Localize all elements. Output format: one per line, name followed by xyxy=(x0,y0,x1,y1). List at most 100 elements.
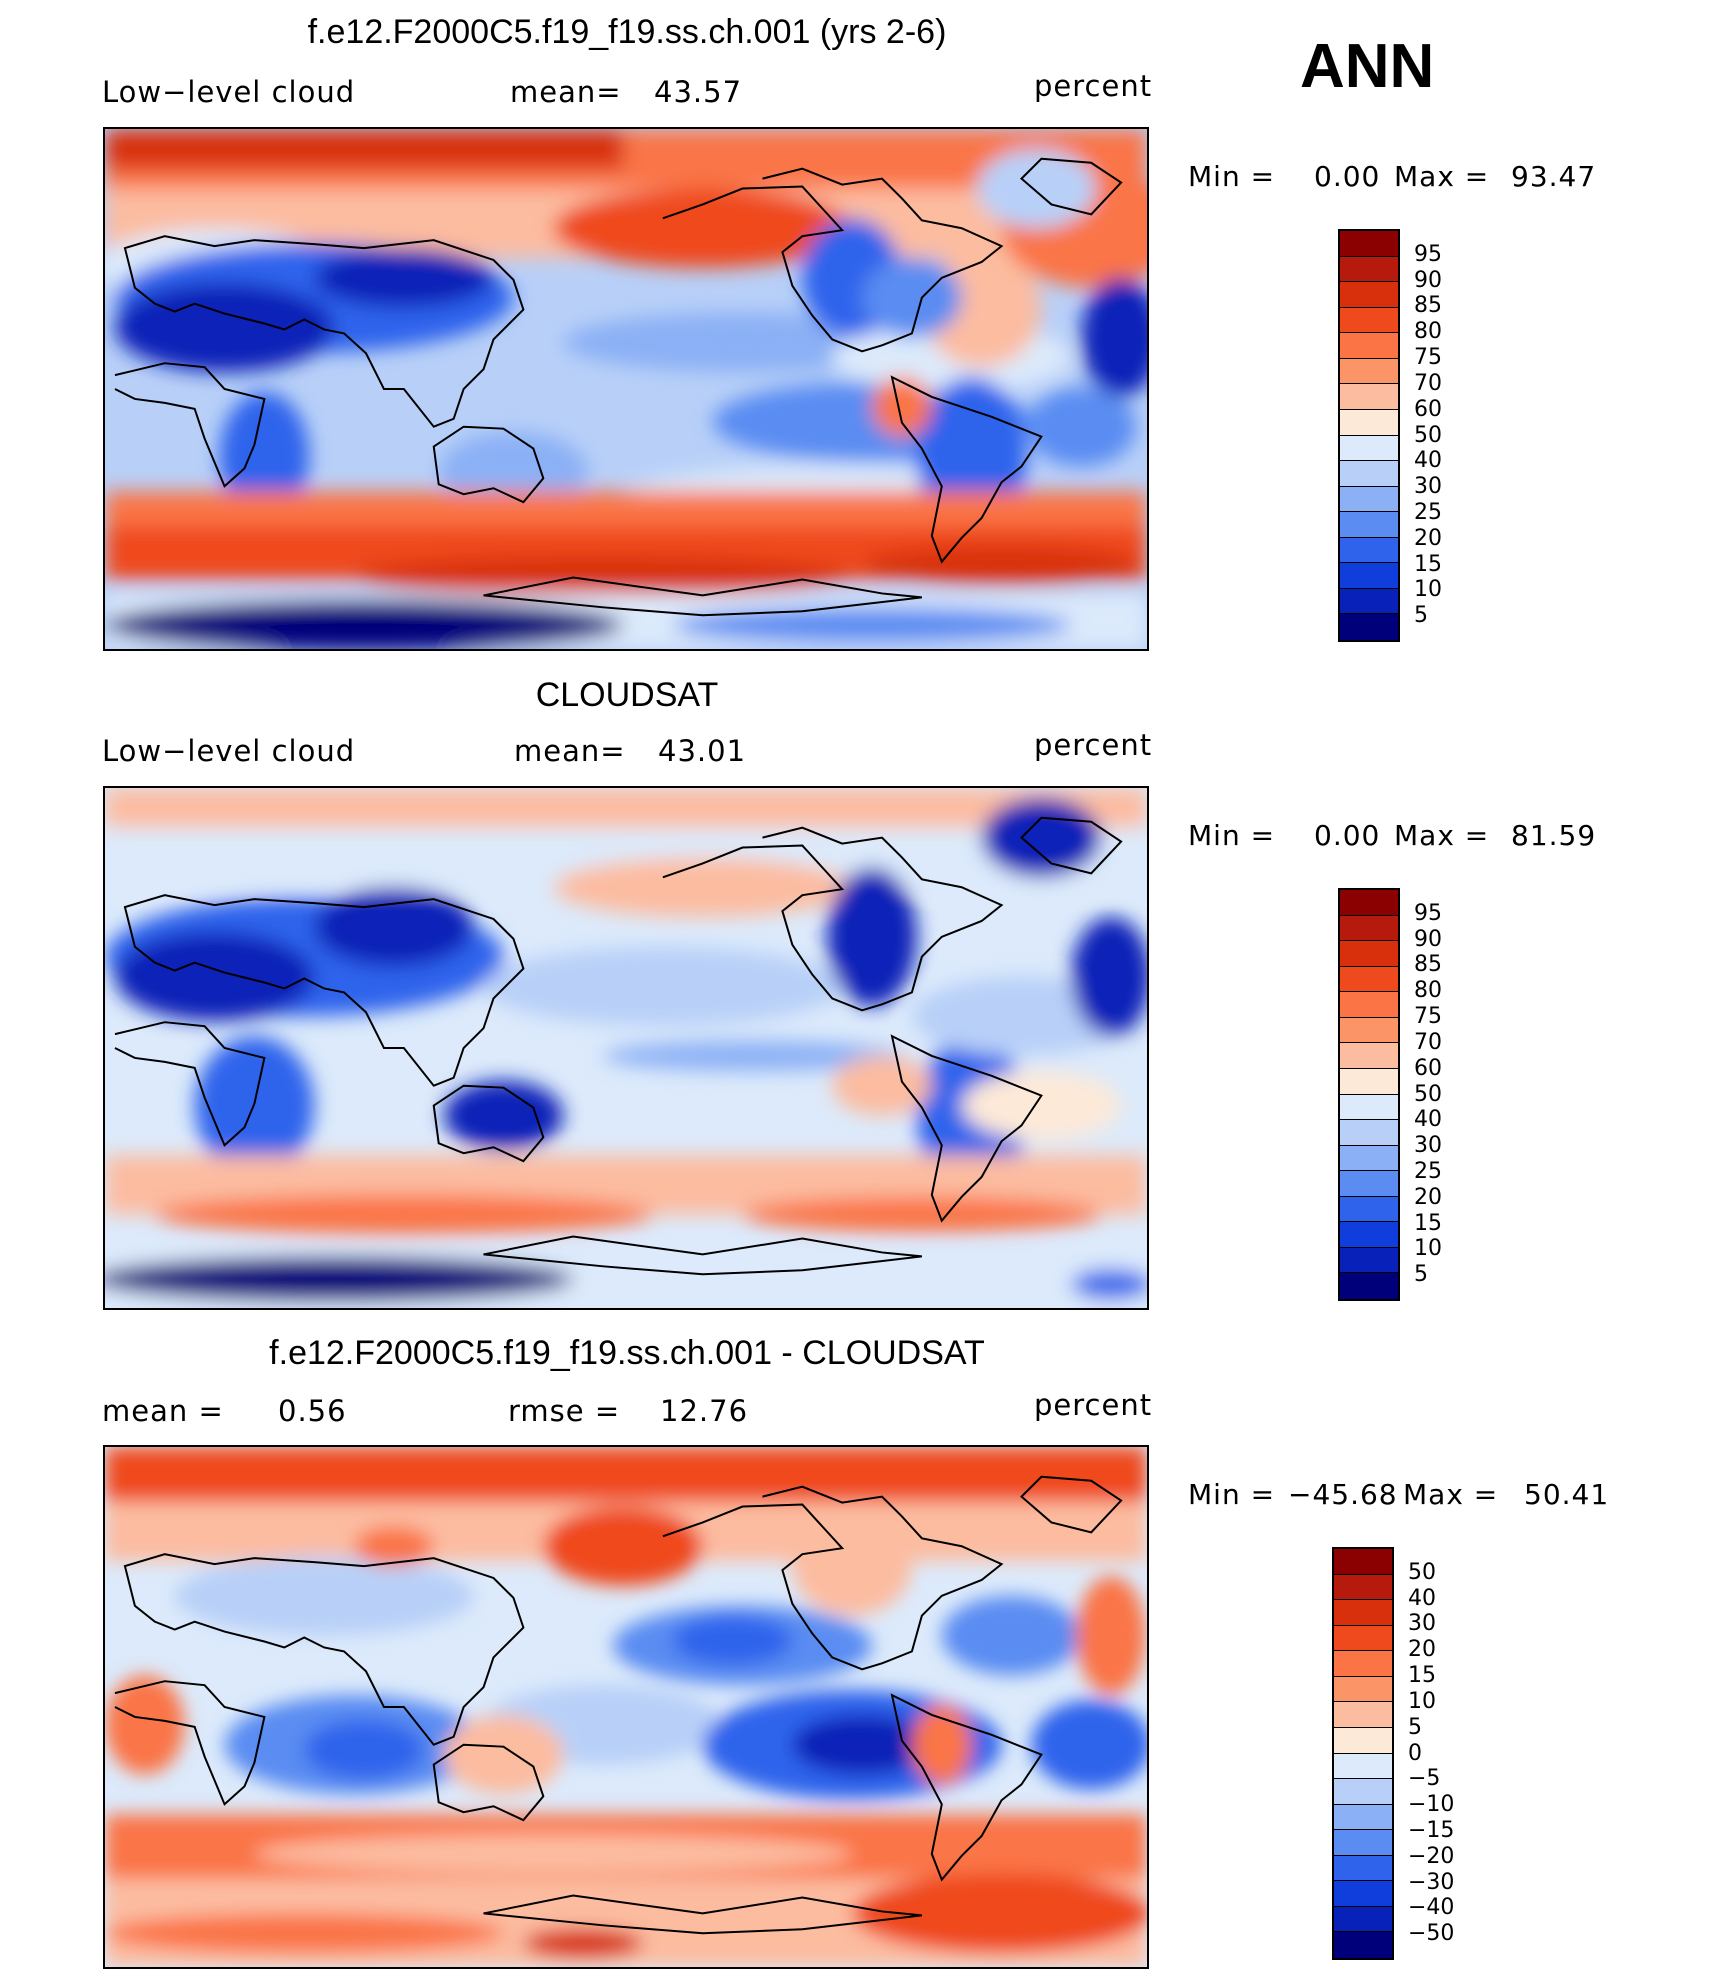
colorbar-swatch xyxy=(1340,890,1398,916)
colorbar-tick-label: 90 xyxy=(1414,267,1442,293)
colorbar-tick-label: 50 xyxy=(1414,422,1442,448)
panel1-mean-label: mean= xyxy=(510,75,622,109)
colorbar-swatch xyxy=(1340,941,1398,967)
colorbar-swatch xyxy=(1340,231,1398,257)
panel2-min-value: 0.00 xyxy=(1314,819,1381,852)
colorbar-swatch xyxy=(1340,486,1398,513)
panel2-min-label: Min = xyxy=(1188,819,1276,852)
colorbar-tick-label: 40 xyxy=(1414,1107,1442,1133)
panel1-colorbar xyxy=(1338,229,1400,642)
colorbar-tick-label: −40 xyxy=(1408,1895,1455,1921)
colorbar-swatch xyxy=(1334,1574,1392,1601)
panel3-mean-value: 0.56 xyxy=(278,1394,347,1428)
colorbar-tick-label: 60 xyxy=(1414,396,1442,422)
colorbar-tick-label: −10 xyxy=(1408,1792,1455,1818)
panel2-title: CLOUDSAT xyxy=(535,676,719,714)
colorbar-tick-label: 70 xyxy=(1414,370,1442,396)
colorbar-tick-label: −15 xyxy=(1408,1817,1455,1843)
colorbar-tick-label: 15 xyxy=(1414,1210,1442,1236)
panel2-max-value: 81.59 xyxy=(1511,819,1597,852)
panel2-mean-label: mean= xyxy=(514,734,626,768)
colorbar-swatch xyxy=(1340,384,1398,410)
colorbar-swatch xyxy=(1334,1830,1392,1856)
colorbar-swatch xyxy=(1340,358,1398,385)
season-label: ANN xyxy=(1300,32,1435,101)
colorbar-swatch xyxy=(1334,1702,1392,1728)
colorbar-swatch xyxy=(1340,1222,1398,1248)
panel3-coastlines xyxy=(114,1475,1123,1935)
colorbar-swatch xyxy=(1334,1600,1392,1626)
colorbar-tick-label: −30 xyxy=(1408,1869,1455,1895)
colorbar-tick-label: 75 xyxy=(1414,345,1442,371)
colorbar-swatch xyxy=(1340,1145,1398,1172)
panel3-title: f.e12.F2000C5.f19_f19.ss.ch.001 - CLOUDS… xyxy=(269,1334,985,1372)
panel3-mean-label: mean = xyxy=(102,1394,224,1428)
colorbar-swatch xyxy=(1334,1906,1392,1933)
colorbar-swatch xyxy=(1334,1932,1392,1958)
colorbar-tick-label: 20 xyxy=(1408,1637,1436,1663)
colorbar-tick-label: 5 xyxy=(1414,1262,1428,1288)
colorbar-tick-label: 70 xyxy=(1414,1029,1442,1055)
panel3-colorbar xyxy=(1332,1547,1394,1960)
panel3-max-value: 50.41 xyxy=(1524,1478,1610,1511)
colorbar-swatch xyxy=(1340,1094,1398,1121)
colorbar-swatch xyxy=(1340,409,1398,436)
colorbar-swatch xyxy=(1340,563,1398,589)
colorbar-swatch xyxy=(1340,1068,1398,1095)
panel3-min-label: Min = xyxy=(1188,1478,1276,1511)
panel1-map-field xyxy=(105,129,1147,649)
colorbar-swatch xyxy=(1334,1676,1392,1703)
panel1-map xyxy=(103,127,1149,651)
colorbar-swatch xyxy=(1340,256,1398,283)
panel3-map xyxy=(103,1445,1149,1969)
colorbar-tick-label: 85 xyxy=(1414,952,1442,978)
colorbar-swatch xyxy=(1340,307,1398,334)
colorbar-tick-label: 95 xyxy=(1414,241,1442,267)
colorbar-swatch xyxy=(1340,992,1398,1018)
colorbar-tick-label: 85 xyxy=(1414,293,1442,319)
colorbar-swatch xyxy=(1334,1855,1392,1882)
colorbar-swatch xyxy=(1340,1120,1398,1146)
panel2-field-label: Low−level cloud xyxy=(102,734,356,768)
colorbar-tick-label: 90 xyxy=(1414,926,1442,952)
panel1-max-label: Max = xyxy=(1394,160,1490,193)
panel3-map-field xyxy=(105,1447,1147,1967)
colorbar-tick-label: 10 xyxy=(1414,577,1442,603)
colorbar-tick-label: 15 xyxy=(1414,551,1442,577)
panel1-max-value: 93.47 xyxy=(1511,160,1597,193)
panel3-min-value: −45.68 xyxy=(1288,1478,1398,1511)
colorbar-swatch xyxy=(1334,1549,1392,1575)
colorbar-tick-label: 20 xyxy=(1414,1184,1442,1210)
colorbar-tick-label: −50 xyxy=(1408,1921,1455,1947)
panel1-min-value: 0.00 xyxy=(1314,160,1381,193)
colorbar-tick-label: 5 xyxy=(1414,603,1428,629)
colorbar-tick-label: 50 xyxy=(1408,1559,1436,1585)
colorbar-swatch xyxy=(1340,1247,1398,1274)
colorbar-tick-label: 25 xyxy=(1414,499,1442,525)
colorbar-swatch xyxy=(1340,1017,1398,1044)
colorbar-swatch xyxy=(1340,1171,1398,1197)
colorbar-tick-label: 50 xyxy=(1414,1081,1442,1107)
panel3-max-label: Max = xyxy=(1403,1478,1499,1511)
colorbar-swatch xyxy=(1340,512,1398,538)
colorbar-swatch xyxy=(1340,1043,1398,1069)
colorbar-tick-label: 25 xyxy=(1414,1158,1442,1184)
colorbar-swatch xyxy=(1334,1881,1392,1907)
colorbar-tick-label: −20 xyxy=(1408,1843,1455,1869)
panel2-max-label: Max = xyxy=(1394,819,1490,852)
colorbar-swatch xyxy=(1340,282,1398,308)
colorbar-tick-label: 30 xyxy=(1414,474,1442,500)
panel3-units: percent xyxy=(1034,1388,1153,1422)
colorbar-tick-label: 30 xyxy=(1414,1133,1442,1159)
colorbar-tick-label: 95 xyxy=(1414,900,1442,926)
colorbar-swatch xyxy=(1334,1804,1392,1831)
colorbar-swatch xyxy=(1334,1625,1392,1652)
panel1-title: f.e12.F2000C5.f19_f19.ss.ch.001 (yrs 2-6… xyxy=(307,13,947,51)
colorbar-tick-label: 15 xyxy=(1408,1663,1436,1689)
colorbar-tick-label: 40 xyxy=(1408,1585,1436,1611)
panel1-field-label: Low−level cloud xyxy=(102,75,356,109)
panel2-map-field xyxy=(105,788,1147,1308)
colorbar-swatch xyxy=(1340,588,1398,615)
colorbar-tick-label: 80 xyxy=(1414,319,1442,345)
